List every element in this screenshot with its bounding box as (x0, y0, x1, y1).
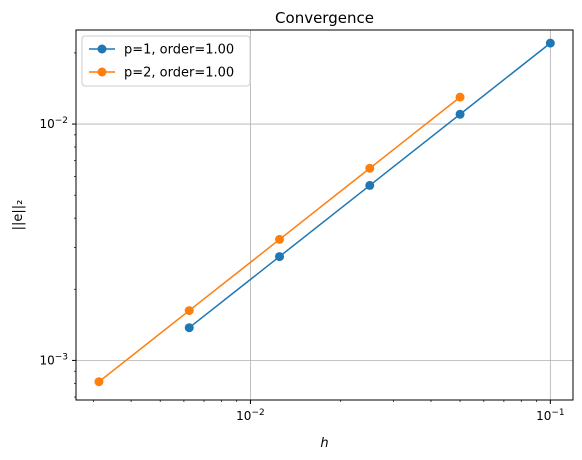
plot-frame (75, 29, 574, 401)
data-point-p1 (545, 38, 555, 48)
data-point-p1 (365, 180, 375, 190)
data-point-p2 (94, 377, 104, 387)
legend-marker (97, 67, 107, 77)
data-point-p1 (275, 252, 285, 262)
legend-label: p=1, order=1.00 (124, 43, 234, 58)
legend-marker (97, 44, 107, 54)
data-point-p2 (455, 92, 465, 102)
y-axis-label: ||e||₂ (11, 200, 26, 231)
data-point-p2 (184, 306, 194, 316)
chart-title: Convergence (275, 9, 374, 27)
data-point-p1 (184, 323, 194, 333)
plot-series (94, 38, 555, 387)
grid (76, 30, 573, 400)
data-point-p2 (275, 234, 285, 244)
data-point-p1 (455, 109, 465, 119)
legend-box (81, 35, 251, 87)
legend-label: p=2, order=1.00 (124, 66, 234, 81)
data-point-p2 (365, 163, 375, 173)
x-axis-label: h (320, 436, 328, 451)
legend: p=1, order=1.00 p=2, order=1.00 (81, 35, 251, 87)
